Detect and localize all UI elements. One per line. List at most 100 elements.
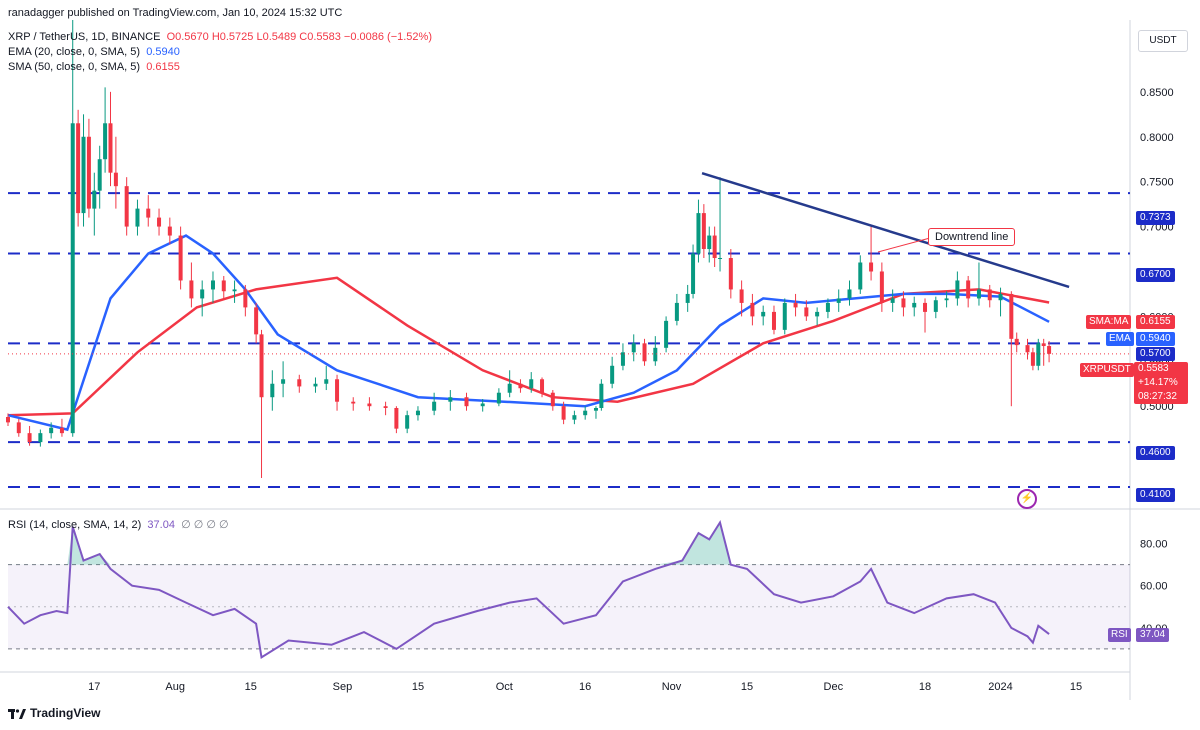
candle-body	[297, 379, 302, 387]
level-label-0737: 0.7373	[1136, 211, 1175, 225]
price-change: +14.17%	[1138, 377, 1178, 388]
candle-body	[998, 293, 1003, 301]
tradingview-logo[interactable]: TradingView	[8, 706, 100, 720]
candle-body	[653, 347, 658, 362]
candle-body	[869, 262, 874, 272]
candle-body	[27, 433, 32, 443]
currency-button[interactable]: USDT	[1138, 30, 1188, 52]
time-tick-label: 2024	[988, 681, 1012, 693]
candle-body	[879, 271, 884, 303]
candle-body	[86, 136, 91, 209]
ema-tag: EMA	[1106, 332, 1134, 346]
candle-body	[836, 298, 841, 303]
candle-body	[464, 397, 469, 407]
downtrend-line	[701, 171, 1070, 289]
candle-body	[825, 302, 830, 312]
candle-body	[750, 302, 755, 317]
candle-body	[1036, 343, 1041, 366]
candle-body	[793, 302, 798, 308]
legend-sma-label[interactable]: SMA (50, close, 0, SMA, 5)	[8, 61, 141, 73]
symbol-tag: XRPUSDT	[1080, 363, 1134, 377]
candle-body	[728, 258, 733, 290]
candle-body	[480, 403, 485, 407]
candle-body	[108, 123, 113, 173]
candle-body	[394, 408, 399, 429]
candle-body	[432, 401, 437, 411]
candle-body	[599, 383, 604, 408]
rsi-value-tag: 37.04	[1136, 628, 1170, 642]
candle-body	[912, 302, 917, 308]
rsi-tick-label: 80.00	[1140, 539, 1168, 551]
candle-body	[955, 280, 960, 299]
time-tick-label: 16	[579, 681, 591, 693]
publish-line: ranadagger published on TradingView.com,…	[8, 7, 343, 19]
candle-body	[324, 379, 329, 384]
candle-body	[593, 408, 598, 411]
candle-body	[966, 280, 971, 299]
candle-body	[335, 379, 340, 402]
price-tick-label: 0.8000	[1140, 132, 1174, 144]
legend-ohlc: O0.5670 H0.5725 L0.5489 C0.5583 −0.0086 …	[166, 31, 432, 43]
rsi-tick-label: 60.00	[1140, 581, 1168, 593]
sma50-line	[7, 276, 1050, 417]
downtrend-annotation[interactable]: Downtrend line	[928, 228, 1016, 246]
candle-body	[761, 311, 766, 317]
legend-sma-value: 0.6155	[146, 61, 180, 73]
footer-brand: TradingView	[30, 706, 101, 720]
candle-body	[1041, 343, 1046, 347]
candle-body	[200, 289, 205, 299]
candle-body	[448, 397, 453, 402]
candle-body	[270, 383, 275, 398]
candle-body	[405, 415, 410, 429]
candle-body	[415, 410, 420, 416]
rsi-legend-label[interactable]: RSI (14, close, SMA, 14, 2)	[8, 519, 142, 531]
candle-body	[674, 302, 679, 321]
time-tick-label: 15	[741, 681, 753, 693]
candle-body	[103, 123, 108, 160]
level-label-0460: 0.4600	[1136, 446, 1175, 460]
rsi-legend-row: RSI (14, close, SMA, 14, 2) 37.04 ∅ ∅ ∅ …	[8, 518, 229, 531]
candle-body	[890, 298, 895, 303]
legend-sma-row: SMA (50, close, 0, SMA, 5) 0.6155	[8, 61, 180, 73]
candle-body	[976, 289, 981, 299]
candle-body	[858, 262, 863, 290]
candle-body	[642, 343, 647, 362]
candle-body	[550, 392, 555, 407]
candle-body	[696, 213, 701, 254]
candle-body	[739, 289, 744, 303]
candle-body	[38, 433, 43, 443]
price-tick-label: 0.8500	[1140, 87, 1174, 99]
candle-body	[167, 226, 172, 236]
time-tick-label: Sep	[333, 681, 353, 693]
candle-body	[113, 172, 118, 187]
candle-body	[561, 406, 566, 420]
bar-countdown: 08:27:32	[1138, 391, 1177, 402]
time-tick-label: Dec	[824, 681, 844, 693]
legend-ema-label[interactable]: EMA (20, close, 0, SMA, 5)	[8, 46, 141, 58]
candle-body	[81, 136, 86, 214]
candle-body	[804, 307, 809, 317]
legend-ema-row: EMA (20, close, 0, SMA, 5) 0.5940	[8, 46, 180, 58]
candle-body	[135, 208, 140, 227]
time-tick-label: Aug	[165, 681, 185, 693]
candle-body	[771, 311, 776, 330]
legend-symbol[interactable]: XRP / TetherUS, 1D, BINANCE	[8, 31, 161, 43]
candle-body	[540, 379, 545, 393]
candle-body	[97, 159, 102, 191]
candle-body	[259, 334, 264, 398]
last-price-box: 0.5583 +14.17% 08:27:32	[1134, 362, 1188, 404]
time-tick-label: Nov	[662, 681, 682, 693]
candle-body	[583, 410, 588, 416]
candle-body	[178, 235, 183, 281]
rsi-tag: RSI	[1108, 628, 1131, 642]
level-label-0570: 0.5700	[1136, 347, 1175, 361]
lightning-icon[interactable]: ⚡	[1017, 489, 1037, 509]
price-tick-label: 0.5000	[1140, 401, 1174, 413]
time-tick-label: 15	[245, 681, 257, 693]
candle-body	[76, 123, 81, 214]
candle-body	[59, 427, 64, 434]
level-label-0670: 0.6700	[1136, 268, 1175, 282]
candle-body	[847, 289, 852, 299]
candle-body	[572, 415, 577, 420]
